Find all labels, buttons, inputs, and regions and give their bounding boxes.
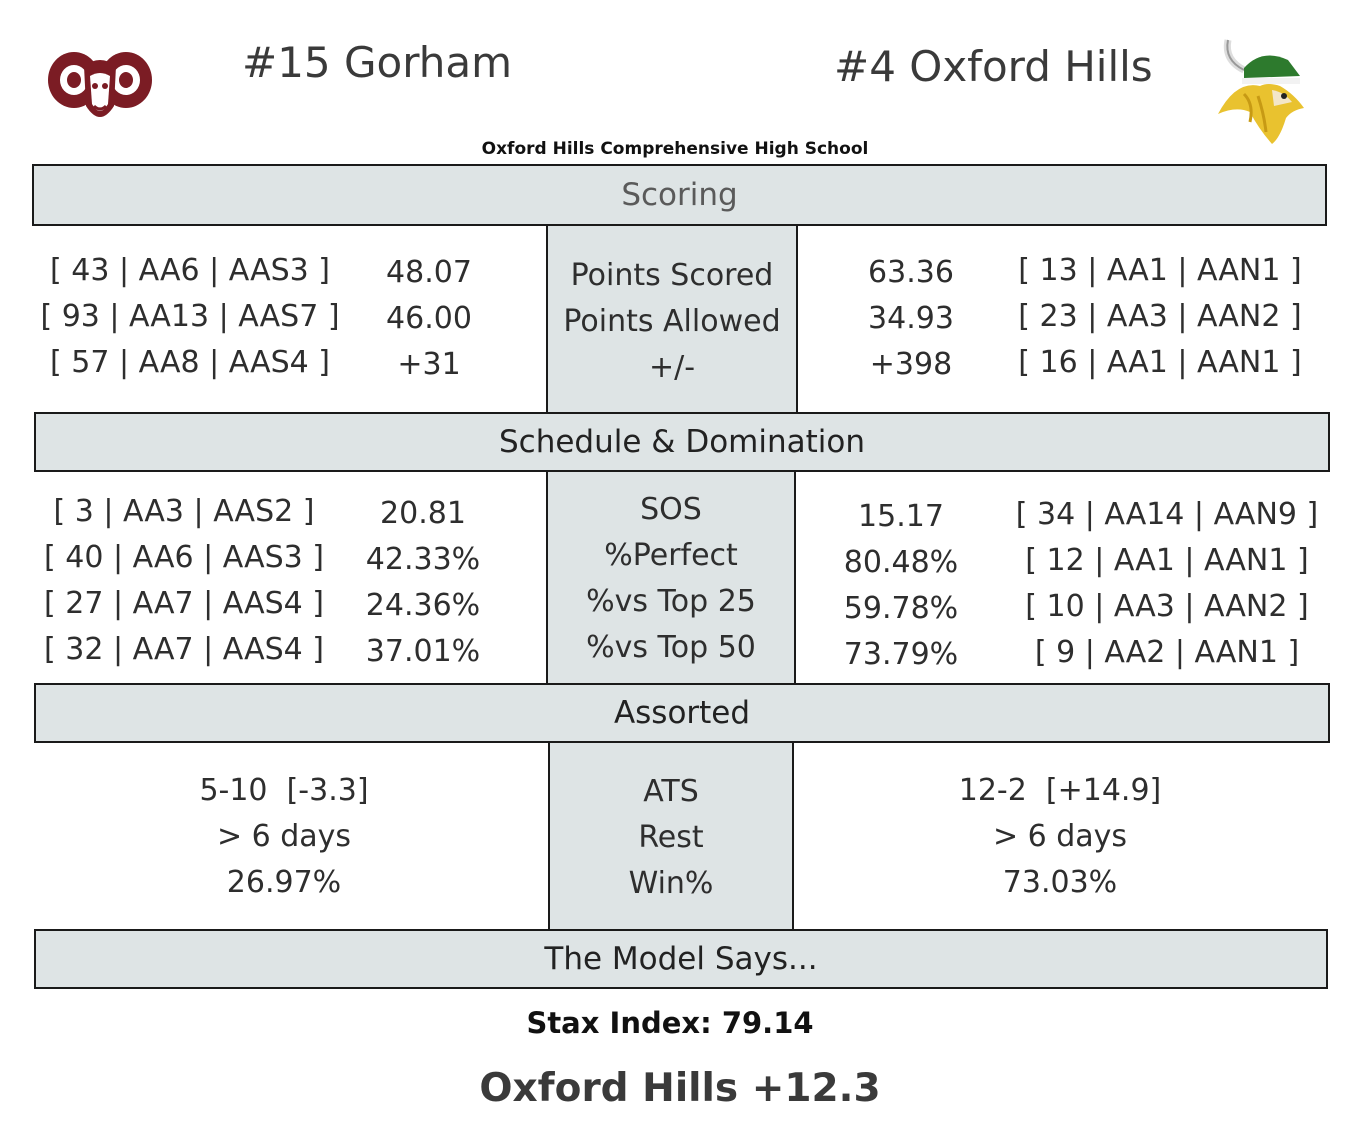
assorted-section-header: Assorted (34, 683, 1330, 743)
label-rest: Rest (638, 820, 704, 855)
schedule-labels: SOS %Perfect %vs Top 25 %vs Top 50 (548, 487, 794, 671)
scoring-home-ranks: [ 43 | AA6 | AAS3 ] [ 93 | AA13 | AAS7 ]… (40, 248, 340, 386)
model-prediction: Oxford Hills +12.3 (479, 1066, 881, 1111)
schedule-title: Schedule & Domination (498, 424, 865, 460)
scoring-away-ranks: [ 13 | AA1 | AAN1 ] [ 23 | AA3 | AAN2 ] … (1010, 248, 1310, 386)
away-value-win-pct: 73.03% (1002, 865, 1118, 900)
home-value-rest: > 6 days (216, 819, 352, 854)
home-rank-perfect: [ 40 | AA6 | AAS3 ] (44, 540, 324, 575)
home-rank-plus-minus: [ 57 | AA8 | AAS4 ] (50, 345, 330, 380)
away-rank-plus-minus: [ 16 | AA1 | AAN1 ] (1018, 345, 1302, 380)
schedule-away-ranks: [ 34 | AA14 | AAN9 ] [ 12 | AA1 | AAN1 ]… (1012, 492, 1322, 676)
away-team-logo (1214, 34, 1310, 146)
home-team-logo (44, 46, 156, 130)
label-points-allowed: Points Allowed (563, 304, 781, 339)
away-value-points-scored: 63.36 (868, 255, 954, 290)
model-title: The Model Says... (544, 941, 818, 977)
home-rank-top25: [ 27 | AA7 | AAS4 ] (44, 586, 324, 621)
schedule-home-values: 20.81 42.33% 24.36% 37.01% (348, 491, 498, 675)
home-value-perfect: 42.33% (365, 542, 481, 577)
assorted-away-values: 12-2 [+14.9] > 6 days 73.03% (910, 768, 1210, 906)
scoring-away-values: 63.36 34.93 +398 (842, 250, 980, 388)
label-points-scored: Points Scored (570, 258, 774, 293)
scoring-title: Scoring (621, 177, 738, 213)
home-value-win-pct: 26.97% (226, 865, 342, 900)
away-team-name: #4 Oxford Hills (834, 42, 1153, 91)
away-value-perfect: 80.48% (843, 545, 959, 580)
away-rank-points-scored: [ 13 | AA1 | AAN1 ] (1018, 253, 1302, 288)
label-top50: %vs Top 50 (586, 630, 756, 665)
home-value-top50: 37.01% (365, 634, 481, 669)
assorted-title: Assorted (613, 695, 751, 731)
home-value-points-scored: 48.07 (386, 255, 472, 290)
schedule-home-ranks: [ 3 | AA3 | AAS2 ] [ 40 | AA6 | AAS3 ] [… (34, 489, 334, 673)
away-rank-top50: [ 9 | AA2 | AAN1 ] (1034, 635, 1300, 670)
schedule-label-column (546, 472, 796, 684)
model-section-header: The Model Says... (34, 929, 1328, 989)
assorted-label-column (548, 743, 794, 929)
schedule-section-header: Schedule & Domination (34, 412, 1330, 472)
label-top25: %vs Top 25 (586, 584, 756, 619)
home-team-name: #15 Gorham (242, 38, 513, 87)
scoring-section-header: Scoring (32, 164, 1327, 226)
ram-icon (48, 52, 152, 117)
stax-index: Stax Index: 79.14 (526, 1006, 814, 1040)
schedule-away-values: 15.17 80.48% 59.78% 73.79% (826, 494, 976, 678)
away-value-top25: 59.78% (843, 591, 959, 626)
home-rank-points-allowed: [ 93 | AA13 | AAS7 ] (40, 299, 340, 334)
label-perfect: %Perfect (604, 538, 738, 573)
home-value-ats: 5-10 [-3.3] (199, 773, 369, 808)
away-value-ats: 12-2 [+14.9] (958, 773, 1162, 808)
assorted-home-values: 5-10 [-3.3] > 6 days 26.97% (134, 768, 434, 906)
label-ats: ATS (643, 774, 699, 809)
away-rank-points-allowed: [ 23 | AA3 | AAN2 ] (1018, 299, 1302, 334)
away-value-sos: 15.17 (858, 499, 944, 534)
away-rank-sos: [ 34 | AA14 | AAN9 ] (1015, 497, 1319, 532)
home-value-plus-minus: +31 (397, 347, 461, 382)
scoring-home-values: 48.07 46.00 +31 (360, 250, 498, 388)
away-rank-perfect: [ 12 | AA1 | AAN1 ] (1025, 543, 1309, 578)
home-value-sos: 20.81 (380, 496, 466, 531)
home-value-top25: 24.36% (365, 588, 481, 623)
label-win-pct: Win% (628, 866, 714, 901)
scoring-labels: Points Scored Points Allowed +/- (548, 253, 796, 391)
home-rank-points-scored: [ 43 | AA6 | AAS3 ] (50, 253, 330, 288)
away-value-plus-minus: +398 (869, 347, 953, 382)
viking-icon (1218, 39, 1304, 144)
home-value-points-allowed: 46.00 (386, 301, 472, 336)
away-value-rest: > 6 days (992, 819, 1128, 854)
away-value-top50: 73.79% (843, 637, 959, 672)
label-plus-minus: +/- (648, 350, 696, 385)
scoring-label-column (546, 226, 798, 413)
home-rank-top50: [ 32 | AA7 | AAS4 ] (44, 632, 324, 667)
away-value-points-allowed: 34.93 (868, 301, 954, 336)
label-sos: SOS (640, 492, 702, 527)
assorted-labels: ATS Rest Win% (550, 769, 792, 907)
away-rank-top25: [ 10 | AA3 | AAN2 ] (1025, 589, 1309, 624)
venue-name: Oxford Hills Comprehensive High School (481, 139, 869, 159)
home-rank-sos: [ 3 | AA3 | AAS2 ] (53, 494, 315, 529)
